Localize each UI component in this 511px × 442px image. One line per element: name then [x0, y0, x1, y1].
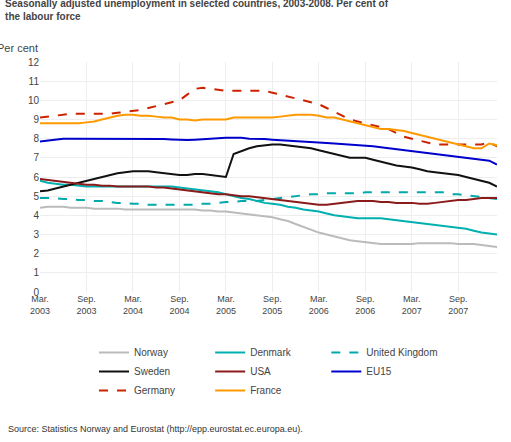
svg-text:United Kingdom: United Kingdom	[366, 347, 437, 358]
svg-text:10: 10	[28, 95, 40, 106]
svg-text:12: 12	[28, 57, 40, 68]
svg-text:4: 4	[33, 210, 39, 221]
svg-text:Mar.2005: Mar.2005	[216, 294, 236, 316]
svg-text:7: 7	[33, 152, 39, 163]
svg-text:6: 6	[33, 172, 39, 183]
svg-text:9: 9	[33, 114, 39, 125]
svg-text:Sep.2004: Sep.2004	[169, 294, 189, 316]
svg-text:Denmark: Denmark	[250, 347, 292, 358]
svg-text:2: 2	[33, 248, 39, 259]
svg-text:Norway: Norway	[134, 347, 168, 358]
svg-text:Sep.2005: Sep.2005	[262, 294, 282, 316]
svg-text:EU15: EU15	[366, 366, 391, 377]
svg-text:Source: Statistics Norway and: Source: Statistics Norway and Eurostat (…	[8, 424, 303, 434]
svg-text:France: France	[250, 385, 282, 396]
svg-text:11: 11	[29, 76, 40, 87]
svg-text:USA: USA	[250, 366, 271, 377]
svg-text:5: 5	[33, 191, 39, 202]
svg-text:Mar.2004: Mar.2004	[123, 294, 143, 316]
svg-text:Seasonally adjusted unemployme: Seasonally adjusted unemployment in sele…	[5, 0, 389, 22]
svg-text:Mar.2006: Mar.2006	[309, 294, 329, 316]
svg-text:Sep.2006: Sep.2006	[355, 294, 375, 316]
svg-text:Per cent: Per cent	[0, 42, 38, 54]
svg-text:Sep.2007: Sep.2007	[448, 294, 468, 316]
svg-text:3: 3	[33, 229, 39, 240]
svg-text:1: 1	[33, 267, 39, 278]
svg-text:Mar.2003: Mar.2003	[30, 294, 50, 316]
svg-text:Germany: Germany	[134, 385, 175, 396]
svg-text:Sep.2003: Sep.2003	[76, 294, 96, 316]
svg-text:8: 8	[33, 133, 39, 144]
svg-text:Sweden: Sweden	[134, 366, 170, 377]
svg-text:0: 0	[33, 287, 39, 298]
svg-text:Mar.2007: Mar.2007	[402, 294, 422, 316]
